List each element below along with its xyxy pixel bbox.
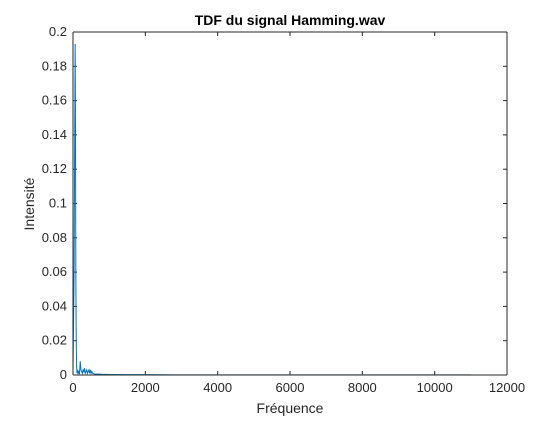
y-tick-label: 0.08 [42, 230, 67, 245]
y-tick-label: 0.12 [42, 161, 67, 176]
x-tick-label: 4000 [203, 380, 232, 395]
y-tick-label: 0.2 [49, 24, 67, 39]
x-tick-label: 6000 [276, 380, 305, 395]
x-tick-label: 8000 [348, 380, 377, 395]
y-tick-label: 0.18 [42, 58, 67, 73]
plot-area [73, 32, 507, 375]
y-tick-label: 0.16 [42, 93, 67, 108]
y-axis-label: Intensité [21, 177, 37, 230]
y-tick-label: 0.04 [42, 298, 67, 313]
x-tick-label: 0 [69, 380, 76, 395]
y-tick-label: 0.1 [49, 196, 67, 211]
x-tick-label: 2000 [131, 380, 160, 395]
y-tick-label: 0.14 [42, 127, 67, 142]
y-tick-label: 0.06 [42, 264, 67, 279]
x-tick-label: 12000 [489, 380, 525, 395]
y-tick-label: 0.02 [42, 333, 67, 348]
chart-title: TDF du signal Hamming.wav [195, 12, 386, 28]
x-axis-label: Fréquence [257, 400, 324, 416]
y-tick-label: 0 [60, 367, 67, 382]
x-tick-label: 10000 [417, 380, 453, 395]
